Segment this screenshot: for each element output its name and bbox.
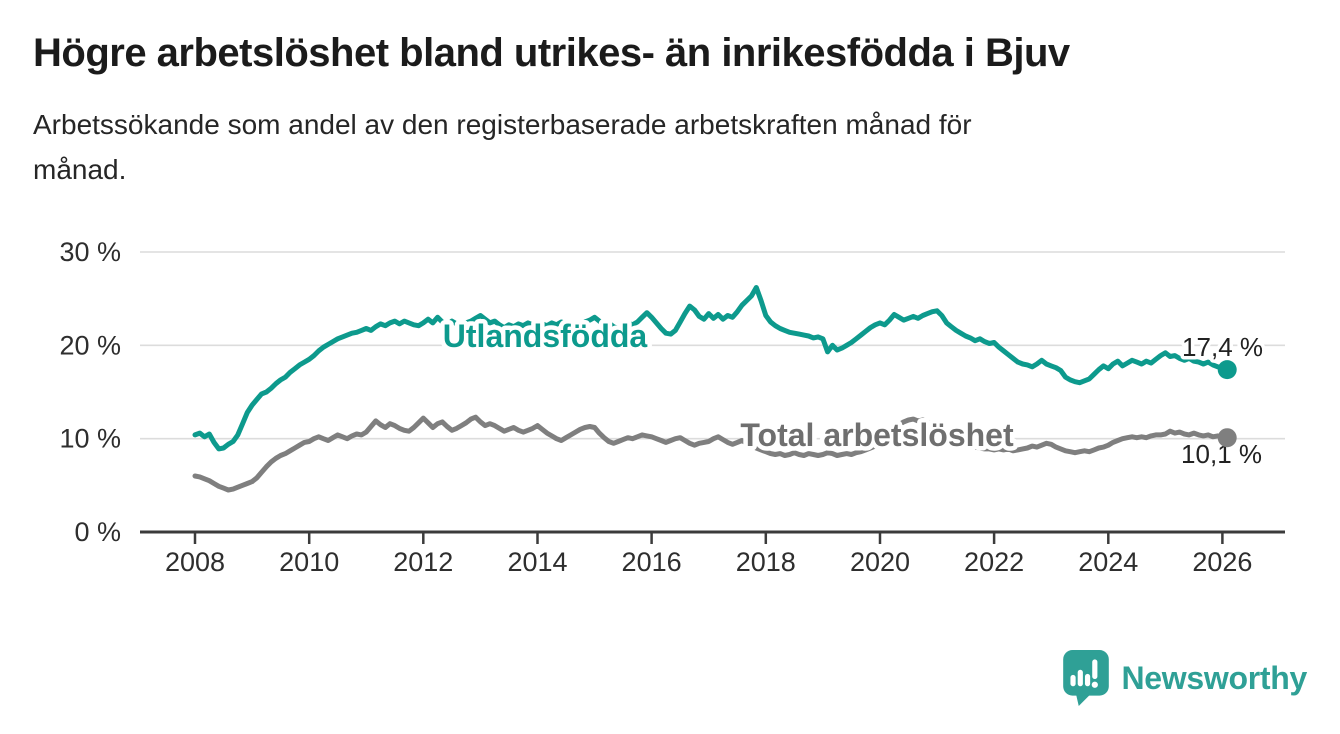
x-axis-tick-label: 2016	[622, 547, 682, 577]
y-axis-tick-label: 10 %	[59, 424, 121, 454]
y-axis-tick-label: 20 %	[59, 330, 121, 360]
series-end-value-utlandsfodda: 17,4 %	[1182, 332, 1263, 362]
series-line-total-arbetsloshet	[192, 414, 1230, 493]
brand-name: Newsworthy	[1121, 659, 1308, 696]
x-axis-tick-label: 2026	[1192, 547, 1252, 577]
x-axis-tick-label: 2010	[279, 547, 339, 577]
x-axis-tick-label: 2014	[507, 547, 567, 577]
series-end-dot-utlandsfodda	[1217, 360, 1237, 380]
series-end-dot-total-arbetsloshet	[1217, 428, 1237, 448]
newsworthy-logo-icon	[1062, 650, 1109, 706]
brand-footer: Newsworthy	[1062, 650, 1308, 706]
series-line-utlandsfodda	[192, 285, 1230, 452]
x-axis-tick-label: 2012	[393, 547, 453, 577]
line-chart: 0 % 10 % 20 % 30 % 2008 2010 2012 2014 2016 2018 2…	[59, 237, 1285, 577]
subtitle-line-2: månad.	[33, 154, 127, 186]
page-title: Högre arbetslöshet bland utrikes- än inr…	[33, 31, 1070, 75]
y-axis-tick-label: 0 %	[74, 517, 121, 547]
page-subtitle: Arbetssökande som andel av den registerb…	[33, 102, 1340, 193]
x-axis-tick-label: 2020	[850, 547, 910, 577]
x-axis-tick-label: 2008	[165, 547, 225, 577]
x-axis-tick-label: 2022	[964, 547, 1024, 577]
x-axis-tick-label: 2018	[736, 547, 796, 577]
subtitle-line-1: Arbetssökande som andel av den registerb…	[33, 109, 972, 140]
y-axis-tick-label: 30 %	[59, 237, 121, 267]
series-label-total-arbetsloshet: Total arbetslöshet	[740, 417, 1014, 453]
series-label-utlandsfodda: Utlandsfödda	[443, 318, 648, 354]
x-axis-tick-label: 2024	[1078, 547, 1138, 577]
